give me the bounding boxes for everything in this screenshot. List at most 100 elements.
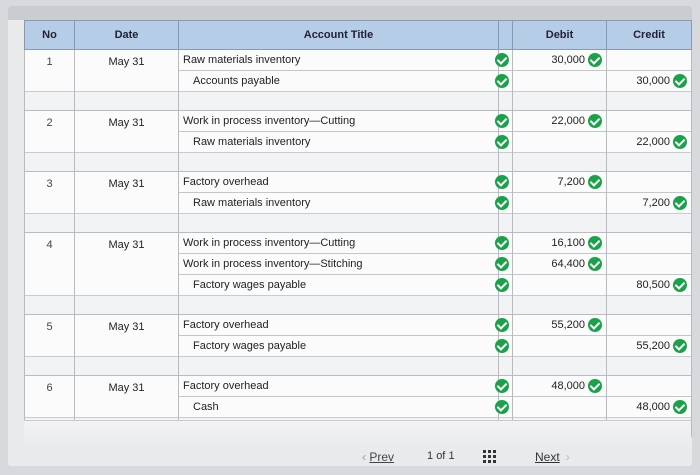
blank-cell (178, 91, 499, 111)
blank-row (24, 213, 692, 233)
blank-cell (606, 213, 692, 233)
line-check (495, 336, 512, 356)
blank-cell (178, 356, 499, 376)
debit-input[interactable] (513, 193, 606, 213)
account-title-input[interactable]: Factory overhead (179, 315, 498, 336)
account-title-input[interactable]: Raw materials inventory (179, 50, 498, 71)
account-title-input[interactable]: Raw materials inventory (193, 136, 311, 148)
entry-date[interactable]: May 31 (74, 49, 179, 92)
account-title-cell: Factory overhead Cash (178, 375, 499, 418)
entry-date[interactable]: May 31 (74, 171, 179, 214)
debit-input[interactable]: 48,000 (513, 376, 606, 397)
account-title-input[interactable]: Factory overhead (179, 376, 498, 397)
blank-row (24, 91, 692, 111)
debit-input[interactable]: 22,000 (513, 111, 606, 132)
entry-number: 2 (24, 110, 75, 153)
blank-cell (24, 91, 75, 111)
debit-input[interactable] (513, 397, 606, 417)
credit-amount: 22,000 (636, 136, 670, 148)
line-check (495, 275, 512, 295)
blank-cell (178, 213, 499, 233)
check-icon (673, 339, 687, 354)
debit-input[interactable] (513, 132, 606, 152)
line-check (495, 71, 512, 91)
debit-cell: 16,100 64,400 (512, 232, 607, 296)
blank-cell (606, 356, 692, 376)
check-icon (495, 114, 509, 128)
chevron-right-icon: › (565, 450, 570, 464)
credit-input[interactable]: 80,500 (607, 275, 691, 295)
entry-date[interactable]: May 31 (74, 110, 179, 153)
credit-cell: 7,200 (606, 171, 692, 214)
debit-input[interactable] (513, 71, 606, 91)
credit-input[interactable] (607, 376, 691, 397)
check-icon (495, 379, 509, 393)
account-title-input[interactable]: Cash (193, 401, 219, 413)
debit-input[interactable]: 30,000 (513, 50, 606, 71)
debit-cell: 55,200 (512, 314, 607, 357)
credit-input[interactable] (607, 254, 691, 275)
line-check (495, 111, 512, 132)
next-button[interactable]: Next › (535, 450, 570, 464)
account-title-input[interactable]: Accounts payable (193, 75, 280, 87)
credit-input[interactable] (607, 315, 691, 336)
blank-row (24, 152, 692, 172)
account-title-input[interactable]: Factory wages payable (193, 340, 307, 352)
check-icon (495, 400, 509, 414)
journal-entry-row: 2 May 31 Work in process inventory—Cutting… (24, 110, 692, 153)
entry-date[interactable]: May 31 (74, 375, 179, 418)
blank-row (24, 295, 692, 315)
blank-cell (512, 295, 607, 315)
line-check (495, 315, 512, 336)
credit-cell: 22,000 (606, 110, 692, 153)
journal-entry-row: 1 May 31 Raw materials inventory Accounts p… (24, 49, 692, 92)
debit-input[interactable]: 55,200 (513, 315, 606, 336)
credit-input[interactable] (607, 233, 691, 254)
check-icon (673, 196, 687, 211)
page-total: 1 (448, 450, 455, 462)
account-title-input[interactable]: Work in process inventory—Cutting (179, 111, 498, 132)
account-title-cell: Factory overhead Raw materials inventory (178, 171, 499, 214)
entry-date[interactable]: May 31 (74, 232, 179, 296)
credit-input[interactable]: 48,000 (607, 397, 691, 417)
account-title-input[interactable]: Work in process inventory—Stitching (179, 254, 498, 275)
line-check (495, 132, 512, 152)
debit-amount: 22,000 (551, 115, 585, 127)
debit-input[interactable] (513, 336, 606, 356)
check-icon (495, 236, 509, 250)
line-check (495, 233, 512, 254)
page-of: of (436, 450, 446, 462)
debit-amount: 30,000 (551, 54, 585, 66)
credit-input[interactable]: 55,200 (607, 336, 691, 356)
credit-input[interactable] (607, 111, 691, 132)
debit-input[interactable]: 7,200 (513, 172, 606, 193)
credit-input[interactable]: 22,000 (607, 132, 691, 152)
entry-date[interactable]: May 31 (74, 314, 179, 357)
blank-row (24, 356, 692, 376)
prev-button[interactable]: ‹ Prev (362, 450, 395, 464)
account-title-input[interactable]: Raw materials inventory (193, 197, 311, 209)
account-title-input[interactable]: Work in process inventory—Cutting (179, 233, 498, 254)
credit-input[interactable] (607, 50, 691, 71)
debit-input[interactable] (513, 275, 606, 295)
account-title-cell: Work in process inventory—Cutting Raw mat… (178, 110, 499, 153)
credit-input[interactable] (607, 172, 691, 193)
page-indicator: 1 of 1 (427, 450, 455, 462)
account-title-input[interactable]: Factory overhead (179, 172, 498, 193)
journal-body: 1 May 31 Raw materials inventory Accounts p… (24, 49, 692, 437)
entry-number: 5 (24, 314, 75, 357)
header-date: Date (74, 20, 179, 50)
credit-input[interactable]: 7,200 (607, 193, 691, 213)
debit-input[interactable]: 16,100 (513, 233, 606, 254)
blank-cell (178, 295, 499, 315)
check-icon (495, 175, 509, 189)
credit-amount: 48,000 (636, 401, 670, 413)
blank-cell (512, 152, 607, 172)
blank-cell (606, 91, 692, 111)
check-icon (588, 257, 602, 272)
credit-input[interactable]: 30,000 (607, 71, 691, 91)
debit-input[interactable]: 64,400 (513, 254, 606, 275)
account-title-input[interactable]: Factory wages payable (193, 279, 307, 291)
grid-icon[interactable] (483, 450, 497, 464)
journal-worksheet: No Date Account Title Debit Credit 1 May … (8, 6, 692, 466)
